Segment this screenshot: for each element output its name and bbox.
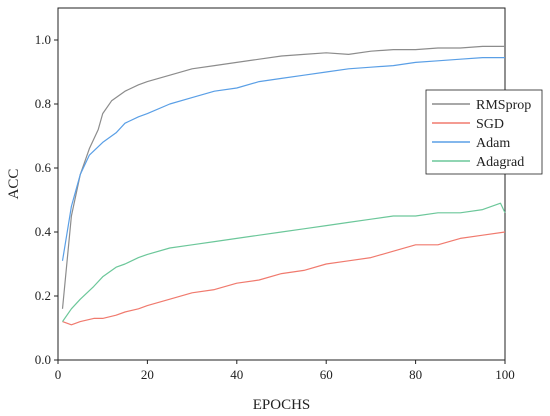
x-tick-label: 100 [495,367,515,382]
x-tick-label: 0 [55,367,62,382]
y-axis-title: ACC [6,169,22,200]
y-tick-label: 0.8 [35,96,51,111]
series-layer [61,45,506,326]
x-tick-label: 80 [409,367,422,382]
legend-label: RMSprop [476,98,531,113]
y-tick-label: 0.6 [35,160,52,175]
x-axis-title: EPOCHS [253,397,311,413]
series-line-adagrad [62,202,506,322]
ticks-layer: 0 20 40 60 80 100 0.0 0.2 0.4 0.6 0.8 1.0 [35,32,515,382]
x-tick-label: 60 [320,367,333,382]
series-line-sgd [62,231,506,326]
y-tick-label: 1.0 [35,32,51,47]
plot-border [57,7,506,361]
legend: RMSprop SGD Adam Adagrad [425,89,543,175]
y-tick-label: 0.2 [35,288,51,303]
y-tick-label: 0.0 [35,352,51,367]
legend-label: Adagrad [476,155,524,170]
x-tick-label: 40 [230,367,243,382]
plot-frame [57,7,506,361]
series-line-rmsprop [61,45,505,309]
legend-label: Adam [476,136,510,151]
y-tick-label: 0.4 [35,224,52,239]
legend-label: SGD [476,117,504,132]
x-tick-label: 20 [141,367,154,382]
series-line-adam [61,56,505,261]
